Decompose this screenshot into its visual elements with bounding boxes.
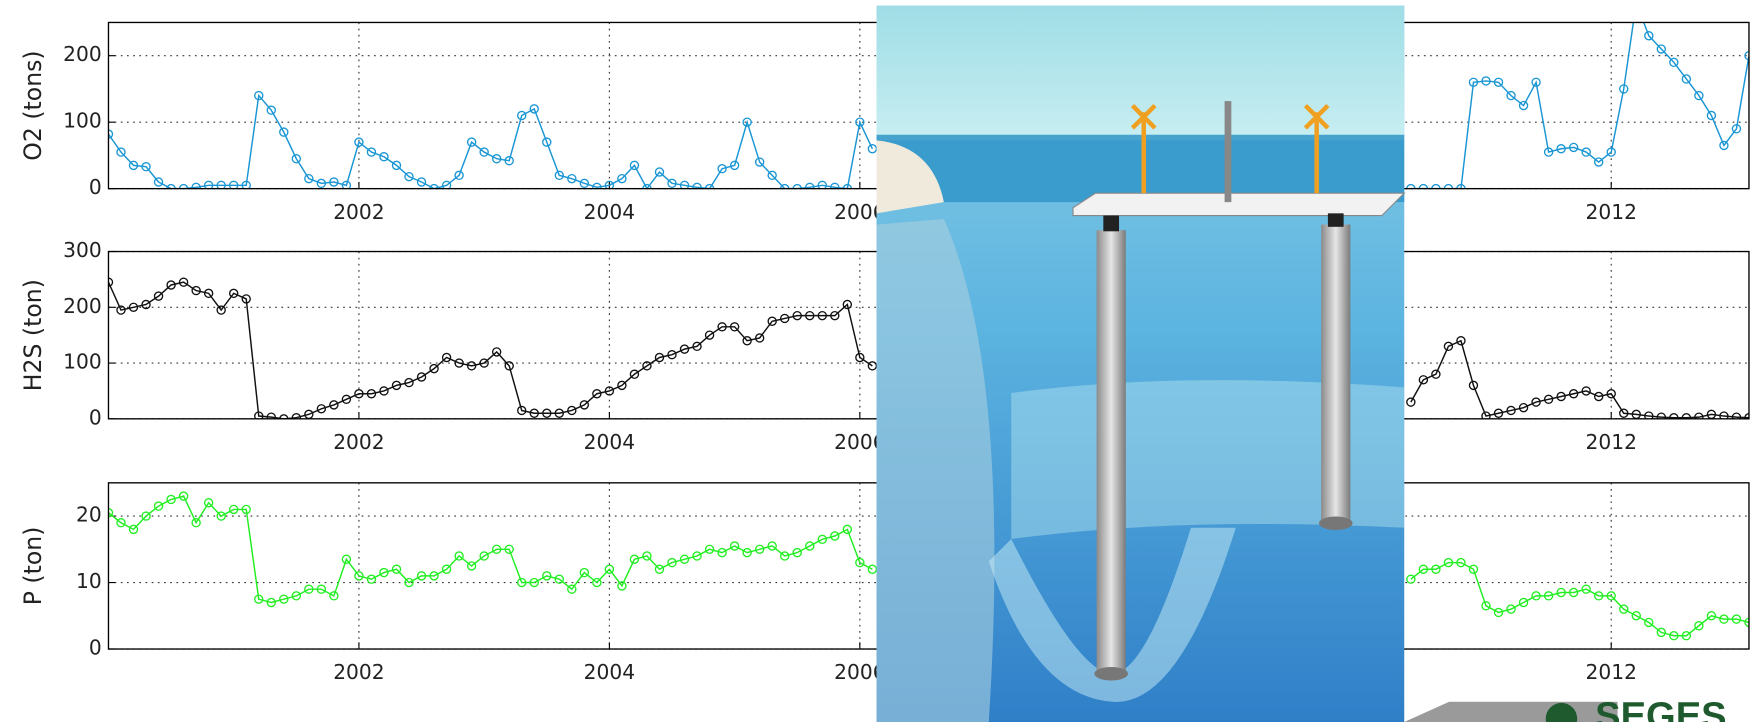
y-tick-label: 10 <box>76 569 102 593</box>
y-tick-label: 0 <box>89 175 102 199</box>
data-point <box>1632 0 1640 7</box>
mast <box>1225 101 1232 202</box>
x-tick-label: 2002 <box>333 200 384 224</box>
y-tick-label: 0 <box>89 636 102 660</box>
y-axis-title: P (ton) <box>19 527 47 606</box>
page: {"chart_data": [ {"type": "line", "ylabe… <box>0 0 1762 722</box>
platform <box>1073 193 1404 215</box>
x-tick-label: 2004 <box>584 430 635 454</box>
y-tick-label: 300 <box>63 238 102 262</box>
pipe-end <box>1319 517 1353 530</box>
pipe <box>1097 230 1126 674</box>
y-axis-title: O2 (tons) <box>19 50 47 160</box>
x-tick-label: 2004 <box>584 200 635 224</box>
pump <box>1328 213 1344 226</box>
y-tick-label: 20 <box>76 503 102 527</box>
y-tick-label: 200 <box>63 42 102 66</box>
sea-surface <box>877 135 1405 202</box>
y-tick-label: 100 <box>63 109 102 133</box>
illustration <box>877 6 1405 722</box>
x-tick-label: 2004 <box>584 660 635 684</box>
x-tick-label: 2012 <box>1586 430 1637 454</box>
y-tick-label: 0 <box>89 405 102 429</box>
pipe <box>1321 225 1350 523</box>
x-tick-label: 2002 <box>333 660 384 684</box>
logo-text: SEGES <box>1595 695 1726 722</box>
pipe-end <box>1094 667 1128 680</box>
logo: SEGES <box>1404 695 1726 722</box>
y-axis-title: H2S (ton) <box>19 279 47 391</box>
y-tick-label: 200 <box>63 294 102 318</box>
logo-bar <box>1404 702 1617 722</box>
screenshot: 0100200200220042006200820102012O2 (tons)… <box>0 0 1762 722</box>
x-tick-label: 2002 <box>333 430 384 454</box>
y-tick-label: 100 <box>63 350 102 374</box>
x-tick-label: 2012 <box>1586 660 1637 684</box>
pump <box>1103 216 1119 232</box>
x-tick-label: 2012 <box>1586 200 1637 224</box>
